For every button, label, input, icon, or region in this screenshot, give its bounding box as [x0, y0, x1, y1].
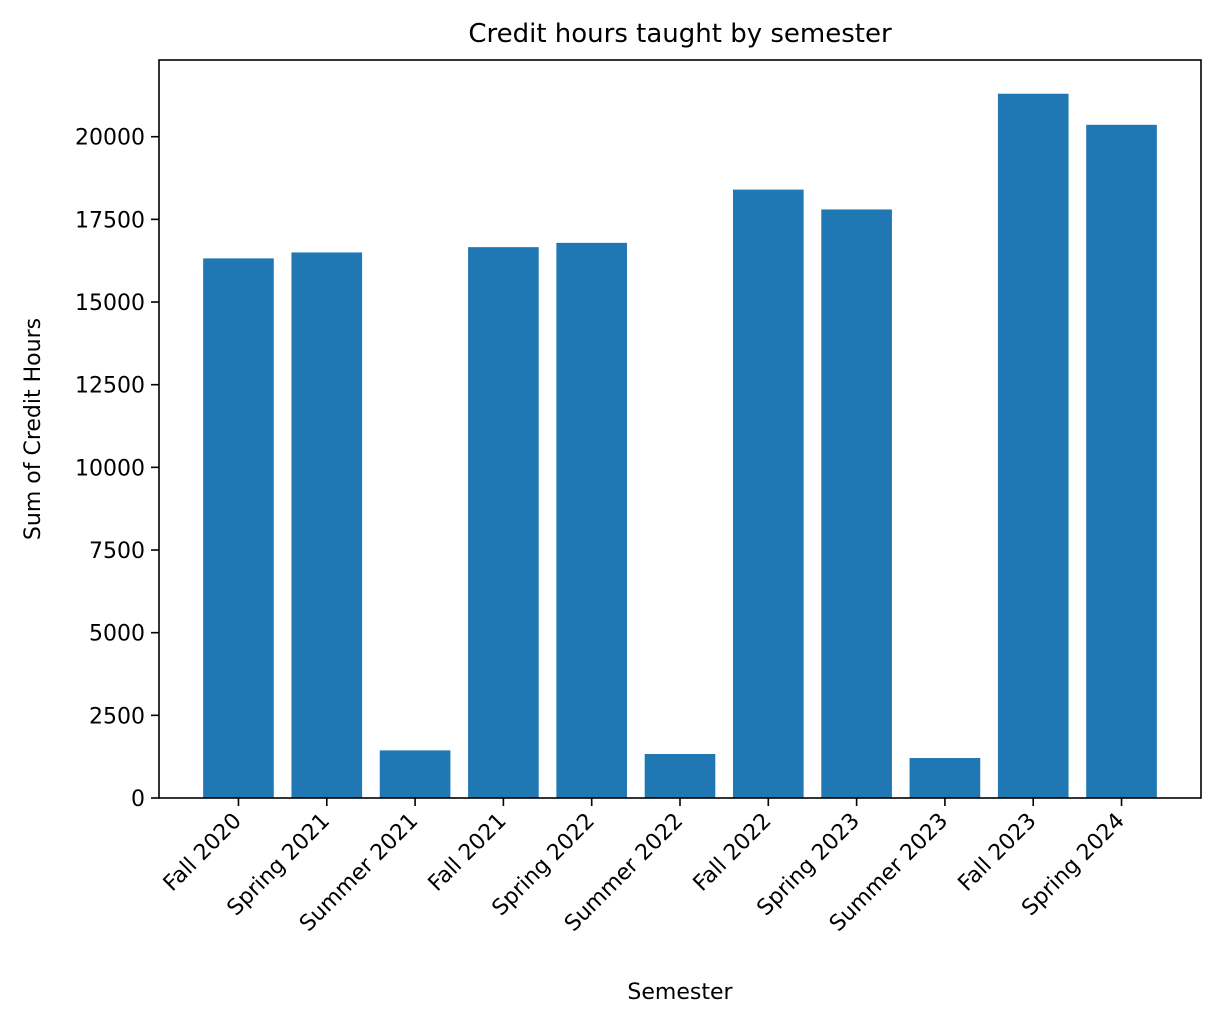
bar-spring-2021 — [291, 252, 363, 798]
bar-spring-2023 — [821, 209, 892, 798]
bar-summer-2023 — [909, 757, 981, 798]
y-tick-label: 20000 — [75, 126, 145, 151]
y-tick-label: 0 — [131, 787, 145, 812]
x-axis-label: Semester — [627, 980, 733, 1005]
y-tick-label: 2500 — [89, 704, 145, 729]
bar-fall-2022 — [732, 189, 804, 799]
bar-summer-2022 — [644, 754, 716, 798]
y-axis-label: Sum of Credit Hours — [21, 318, 46, 540]
y-tick-label: 15000 — [75, 291, 145, 316]
plot-area-frame — [158, 59, 1202, 799]
bar-summer-2021 — [379, 750, 451, 798]
y-axis-ticks: 0 2500 5000 7500 10000 12500 15000 17500 20000 — [75, 126, 159, 812]
y-tick-label: 10000 — [75, 456, 145, 481]
bars-layer — [203, 93, 1157, 799]
y-tick-label: 5000 — [89, 622, 145, 647]
x-tick-label: Fall 2023 — [954, 809, 1042, 897]
bar-fall-2021 — [468, 247, 539, 798]
y-tick-label: 17500 — [75, 208, 145, 233]
bar-fall-2020 — [203, 258, 274, 798]
chart-title: Credit hours taught by semester — [468, 19, 892, 49]
y-tick-label: 7500 — [89, 539, 145, 564]
x-tick-label: Fall 2021 — [424, 809, 512, 897]
x-tick-label: Fall 2020 — [159, 809, 247, 897]
y-tick-label: 12500 — [75, 374, 145, 399]
bar-spring-2024 — [1086, 124, 1157, 798]
x-tick-label: Fall 2022 — [689, 809, 777, 897]
bar-spring-2022 — [556, 242, 628, 799]
bar-fall-2023 — [997, 93, 1069, 799]
